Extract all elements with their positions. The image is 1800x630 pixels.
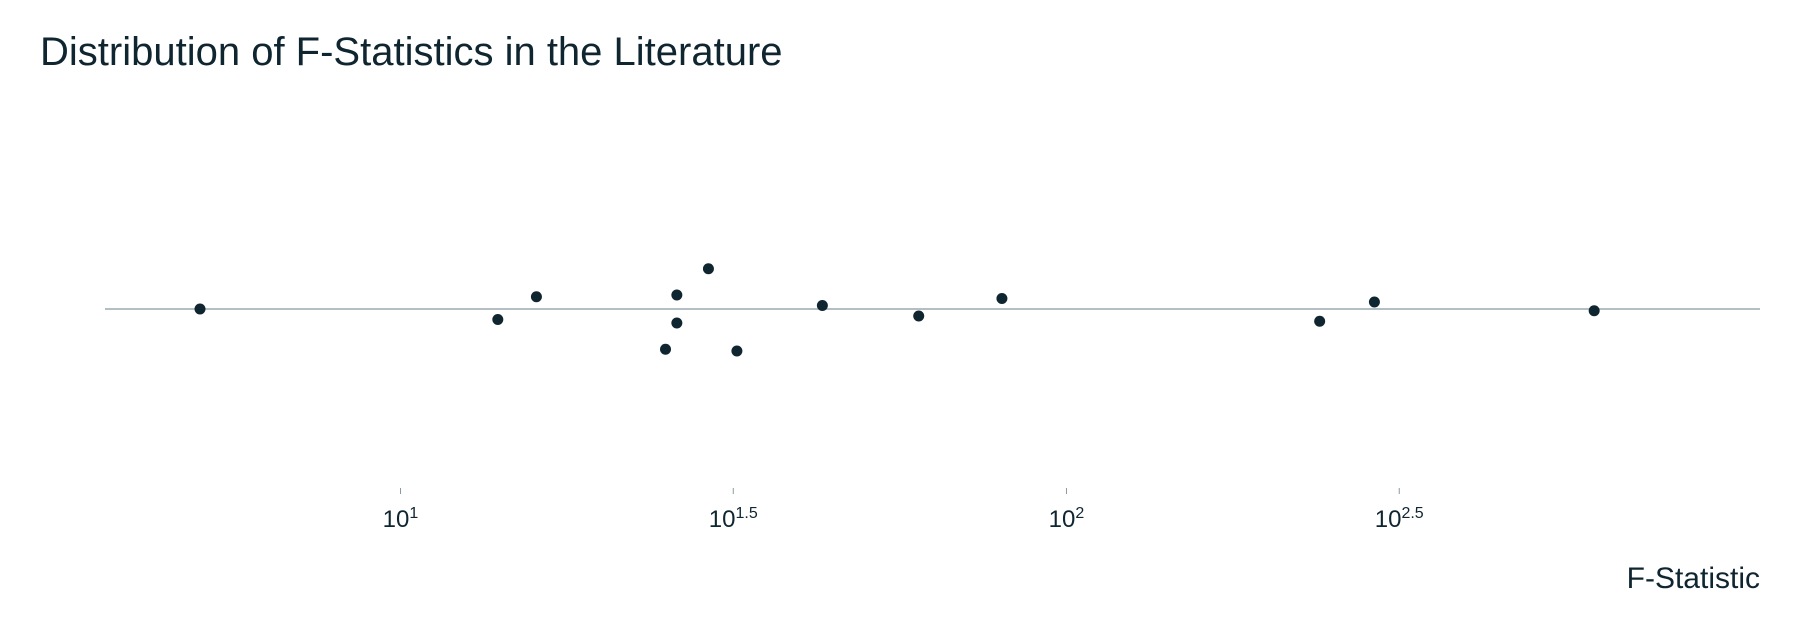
x-axis-title: F-Statistic — [1627, 562, 1760, 595]
x-tick-label-base: 10 — [383, 506, 410, 533]
x-tick-label-base: 10 — [1049, 506, 1076, 533]
x-tick-label: 101 — [383, 505, 419, 533]
data-point — [194, 303, 206, 315]
x-tick-label-base: 10 — [1375, 506, 1402, 533]
data-point — [702, 263, 714, 275]
x-tick-label-exponent: 1 — [409, 505, 418, 522]
data-point — [530, 291, 542, 303]
x-tick-label-exponent: 2.5 — [1401, 505, 1423, 522]
x-tick-label-exponent: 2 — [1075, 505, 1084, 522]
data-point — [671, 289, 683, 301]
data-point — [1368, 296, 1380, 308]
data-points — [194, 263, 1600, 357]
x-tick-label-exponent: 1.5 — [735, 505, 757, 522]
data-point — [913, 310, 925, 322]
data-point — [1314, 315, 1326, 327]
chart-title: Distribution of F-Statistics in the Lite… — [40, 30, 783, 74]
data-point — [492, 314, 504, 325]
x-tick-label: 102 — [1049, 505, 1085, 533]
data-point — [816, 300, 828, 311]
x-tick-label: 102.5 — [1375, 505, 1424, 533]
x-tick-label: 101.5 — [709, 505, 758, 533]
data-point — [996, 293, 1008, 304]
data-point — [660, 343, 672, 355]
x-axis-ticks: 101 101.5 102 102.5 — [383, 488, 1424, 533]
data-point — [1588, 305, 1600, 317]
data-point — [671, 317, 683, 329]
x-tick-label-base: 10 — [709, 506, 736, 533]
data-point — [731, 345, 743, 357]
